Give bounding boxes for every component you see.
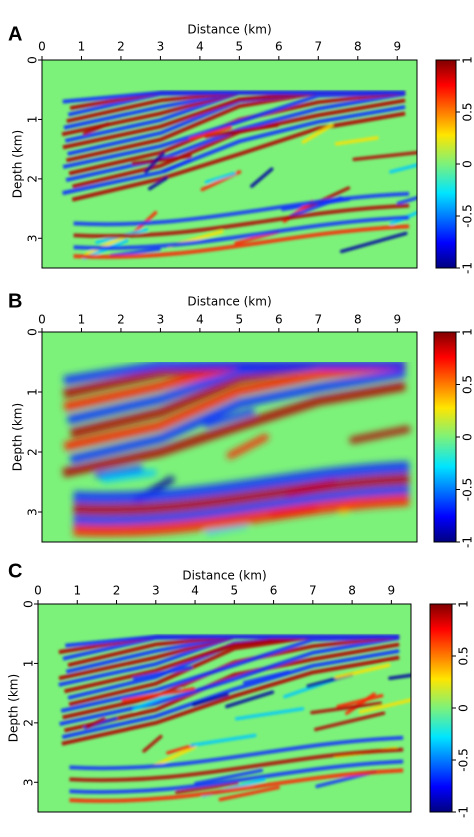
- x-tick-label: 6: [275, 313, 283, 327]
- y-tick-label: 1: [26, 388, 40, 396]
- colorbar-tick-label: 0.5: [461, 375, 474, 394]
- colorbar: [434, 332, 456, 542]
- x-tick-label: 1: [78, 40, 86, 54]
- y-axis-title: Depth (km): [7, 674, 21, 742]
- colorbar-tick-label: -0.5: [461, 204, 474, 227]
- panel-label: C: [8, 560, 22, 582]
- x-tick-label: 0: [38, 313, 46, 327]
- x-tick-label: 8: [348, 584, 356, 598]
- seismic-image: [42, 332, 417, 542]
- colorbar-tick-label: 0.5: [457, 646, 471, 665]
- x-axis-title: Distance (km): [187, 295, 271, 309]
- x-tick-label: 9: [393, 40, 401, 54]
- colorbar: [430, 604, 452, 812]
- y-axis-title: Depth (km): [11, 130, 25, 198]
- colorbar: [436, 60, 456, 268]
- y-tick-label: 1: [26, 116, 40, 124]
- x-tick-label: 3: [152, 584, 160, 598]
- x-tick-label: 5: [236, 40, 244, 54]
- y-tick-label: 3: [22, 778, 36, 786]
- x-tick-label: 5: [230, 584, 238, 598]
- seismic-image: [42, 60, 436, 268]
- y-tick-label: 2: [22, 719, 36, 727]
- colorbar-tick-label: 0: [461, 160, 474, 168]
- colorbar-tick-label: 0: [457, 704, 471, 712]
- colorbar-tick-label: -0.5: [457, 748, 471, 771]
- x-tick-label: 6: [275, 40, 283, 54]
- y-tick-label: 0: [26, 56, 40, 64]
- x-tick-label: 0: [38, 40, 46, 54]
- x-tick-label: 6: [270, 584, 278, 598]
- colorbar-tick-label: -1: [461, 536, 474, 548]
- panel: A Distance (km) Depth (km) 0 1 2 3 4 5 6 7 8 9 0 1 2 3 -1…: [8, 23, 474, 274]
- x-tick-label: 2: [113, 584, 121, 598]
- colorbar-tick-label: -1: [461, 262, 474, 274]
- y-tick-label: 1: [22, 660, 36, 668]
- x-tick-label: 9: [388, 584, 396, 598]
- water-layer: [38, 604, 411, 634]
- panel-label: A: [8, 23, 22, 45]
- x-tick-label: 7: [314, 40, 322, 54]
- x-tick-label: 2: [117, 313, 125, 327]
- x-tick-label: 3: [157, 40, 165, 54]
- y-tick-label: 0: [26, 328, 40, 336]
- colorbar-tick-label: 1: [461, 328, 474, 336]
- panel: B Distance (km) Depth (km) 0 1 2 3 4 5 6 7 8 9 0 1 2 3 -1…: [8, 290, 474, 548]
- x-tick-label: 7: [314, 313, 322, 327]
- x-tick-label: 1: [73, 584, 81, 598]
- x-tick-label: 4: [196, 313, 204, 327]
- x-tick-label: 9: [393, 313, 401, 327]
- panel: C Distance (km) Depth (km) 0 1 2 3 4 5 6 7 8 9 0 1 2 3 -1…: [7, 560, 471, 818]
- colorbar-tick-label: 0: [461, 433, 474, 441]
- colorbar-tick-label: 1: [457, 600, 471, 608]
- x-tick-label: 2: [117, 40, 125, 54]
- y-tick-label: 2: [26, 448, 40, 456]
- colorbar-tick-label: 0.5: [461, 102, 474, 121]
- x-tick-label: 3: [157, 313, 165, 327]
- y-tick-label: 3: [26, 234, 40, 242]
- x-tick-label: 8: [354, 313, 362, 327]
- y-tick-label: 2: [26, 175, 40, 183]
- x-tick-label: 1: [78, 313, 86, 327]
- y-axis-title: Depth (km): [11, 403, 25, 471]
- x-axis-title: Distance (km): [182, 569, 266, 583]
- colorbar-tick-label: -1: [457, 806, 471, 818]
- colorbar-tick-label: -0.5: [461, 478, 474, 501]
- water-layer: [42, 60, 417, 90]
- x-tick-label: 5: [236, 313, 244, 327]
- x-tick-label: 7: [309, 584, 317, 598]
- panel-label: B: [8, 290, 22, 312]
- y-tick-label: 0: [22, 600, 36, 608]
- x-tick-label: 8: [354, 40, 362, 54]
- x-tick-label: 0: [34, 584, 42, 598]
- x-axis-title: Distance (km): [187, 23, 271, 37]
- water-layer: [42, 332, 417, 362]
- x-tick-label: 4: [191, 584, 199, 598]
- seismic-image: [38, 604, 448, 812]
- x-tick-label: 4: [196, 40, 204, 54]
- y-tick-label: 3: [26, 508, 40, 516]
- colorbar-tick-label: 1: [461, 56, 474, 64]
